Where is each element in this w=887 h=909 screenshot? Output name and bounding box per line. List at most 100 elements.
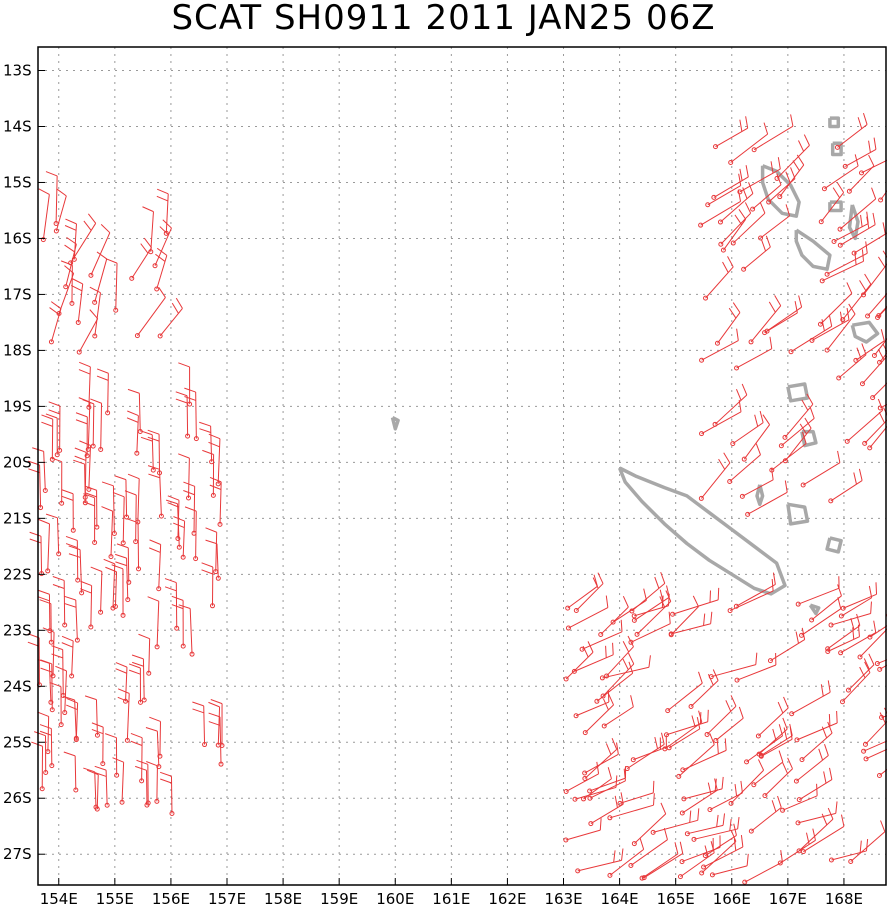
wind-barb (828, 468, 863, 504)
wind-barb (45, 413, 60, 458)
wind-barb (127, 473, 141, 525)
wind-barb (837, 212, 876, 248)
wind-barb (149, 716, 163, 759)
wind-barb (777, 828, 816, 866)
wind-barb (129, 237, 152, 281)
wind-barb (703, 256, 734, 301)
wind-barb (631, 585, 670, 623)
wind-barb (701, 834, 744, 870)
wind-barb (676, 733, 715, 779)
wind-barb (698, 452, 731, 501)
wind-barb (79, 440, 92, 492)
coastline (755, 484, 765, 507)
wind-barb (40, 659, 55, 713)
coastline (760, 164, 801, 218)
wind-barb (662, 710, 703, 752)
wind-barb (624, 732, 665, 772)
wind-barb (670, 587, 720, 617)
wind-barb (862, 707, 887, 747)
wind-barb (748, 295, 782, 345)
wind-barb (101, 506, 114, 560)
wind-barb (758, 204, 791, 241)
lon-tick-label: 160E (376, 890, 414, 908)
wind-barb (610, 588, 647, 625)
wind-barb (824, 303, 856, 353)
wind-barb (41, 414, 55, 462)
wind-barb (780, 783, 818, 813)
wind-barb (112, 491, 126, 546)
wind-barb (799, 597, 842, 638)
wind-barb (764, 301, 798, 334)
wind-barb (126, 410, 140, 456)
wind-barb (76, 309, 99, 355)
wind-barb (105, 258, 119, 313)
wind-barb (630, 735, 667, 763)
wind-barb (83, 767, 99, 810)
wind-barb (711, 165, 749, 200)
wind-barb (89, 286, 101, 339)
wind-barb (45, 171, 59, 226)
wind-barb (782, 417, 812, 464)
wind-barb (134, 287, 166, 339)
longitude-axis: 154E 155E 156E 157E 158E 159E 160E 161E 162E 163E… (40, 878, 863, 908)
lat-tick-label: 25S (3, 733, 32, 751)
lon-tick-label: 162E (488, 890, 526, 908)
wind-barb (828, 838, 869, 863)
wind-barb (103, 558, 116, 611)
lat-tick-label: 17S (3, 285, 32, 303)
lon-tick-label: 156E (152, 890, 190, 908)
wind-barb (48, 401, 63, 453)
wind-barb (101, 481, 117, 537)
wind-barb (64, 595, 80, 643)
wind-barb (39, 724, 55, 769)
wind-barb (742, 850, 783, 885)
wind-barb (154, 247, 168, 292)
wind-barb (573, 690, 610, 719)
wind-barb (127, 388, 143, 434)
wind-barb (664, 709, 709, 738)
wind-barb (876, 305, 887, 319)
wind-barb (845, 653, 875, 693)
wind-barb (730, 201, 766, 246)
wind-barb (708, 652, 758, 680)
wind-barb (61, 635, 75, 679)
wind-barb (859, 159, 887, 176)
wind-barb (681, 776, 724, 802)
coastline (847, 204, 860, 241)
wind-barb (846, 154, 875, 194)
coastline (794, 228, 832, 271)
wind-barb (796, 807, 834, 854)
wind-barbs (27, 112, 887, 885)
wind-barb (699, 830, 737, 876)
lon-tick-label: 165E (657, 890, 695, 908)
coastline (800, 429, 818, 448)
wind-barb (713, 706, 744, 743)
lat-tick-label: 26S (3, 789, 32, 807)
wind-barb (130, 732, 145, 784)
wind-barb (164, 578, 180, 631)
wind-barb (55, 665, 68, 716)
wind-barb (178, 604, 195, 657)
lat-tick-label: 16S (3, 229, 32, 247)
wind-barb (840, 273, 872, 323)
wind-barb (42, 627, 56, 679)
wind-barb (92, 251, 108, 305)
wind-barb (712, 383, 748, 427)
wind-barb (867, 625, 887, 640)
wind-barb (65, 535, 81, 583)
wind-barb (793, 744, 829, 784)
wind-barb (199, 421, 215, 465)
wind-barb (53, 188, 67, 234)
grid-lines (38, 47, 886, 885)
wind-barb (684, 813, 726, 837)
wind-barb (210, 699, 225, 748)
wind-barb (782, 393, 814, 440)
lon-tick-label: 163E (544, 890, 582, 908)
wind-barb (718, 202, 752, 247)
wind-barb (63, 751, 79, 793)
wind-barb (825, 613, 861, 652)
wind-barb (800, 450, 841, 488)
wind-barb (837, 187, 877, 232)
wind-barb (582, 693, 615, 736)
